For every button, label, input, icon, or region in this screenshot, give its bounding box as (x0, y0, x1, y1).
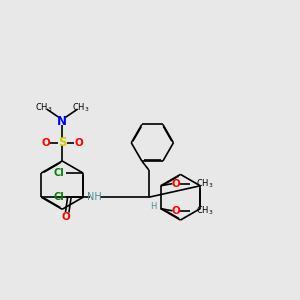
Text: Cl: Cl (54, 168, 64, 178)
Text: NH: NH (87, 192, 101, 202)
Text: CH$_3$: CH$_3$ (196, 177, 213, 190)
Text: S: S (58, 136, 66, 149)
Text: H: H (150, 202, 156, 211)
Text: CH$_3$: CH$_3$ (72, 101, 89, 114)
Text: O: O (61, 212, 70, 222)
Text: O: O (172, 206, 180, 216)
Text: CH$_3$: CH$_3$ (196, 205, 213, 217)
Text: Cl: Cl (54, 192, 64, 202)
Text: O: O (172, 178, 180, 189)
Text: O: O (41, 137, 50, 148)
Text: O: O (74, 137, 83, 148)
Text: CH$_3$: CH$_3$ (35, 101, 52, 114)
Text: N: N (57, 115, 67, 128)
